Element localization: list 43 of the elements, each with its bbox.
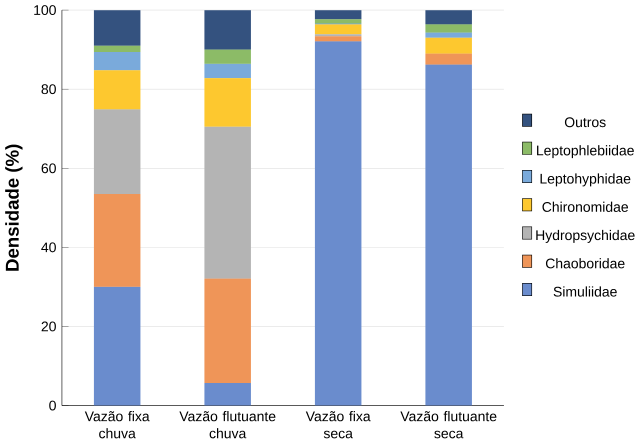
bar: [204, 50, 251, 64]
y-tick-label: 0: [49, 400, 56, 411]
bar: [94, 10, 140, 46]
legend-label: Chaoboridae: [546, 258, 625, 269]
y-tick-label: 40: [41, 242, 56, 253]
bar: [94, 52, 140, 70]
bar: [204, 64, 251, 78]
bar: [94, 46, 140, 52]
legend-label: Outros: [564, 118, 606, 128]
bar: [204, 383, 251, 406]
bar: [314, 42, 362, 406]
bar: [425, 10, 472, 25]
bar: [204, 10, 251, 50]
legend-label: Hydropsychidae: [536, 230, 635, 244]
bar: [314, 24, 362, 34]
bar: [204, 278, 251, 384]
legend-label: Leptohyphidae: [540, 174, 630, 187]
y-axis-title: Densidade (%): [5, 144, 23, 271]
bar: [314, 10, 362, 20]
bar: [425, 32, 472, 38]
bar: [314, 19, 362, 24]
y-tick-label: 100: [34, 5, 56, 16]
x-tick-label: Vazão fixa seca: [306, 411, 371, 439]
bar: [425, 38, 472, 54]
bar: [94, 194, 140, 288]
x-tick-label: Vazão fixa chuva: [84, 411, 150, 439]
bar: [425, 54, 472, 65]
bar: [314, 36, 362, 42]
y-tick-label: 60: [42, 164, 56, 174]
y-tick-label: 20: [42, 322, 56, 332]
bar: [94, 70, 140, 110]
legend-label: Leptophlebiidae: [537, 145, 634, 158]
x-tick-label: Vazão flutuante chuva: [179, 411, 276, 439]
bar: [94, 110, 140, 194]
legend-label: Chironomidae: [542, 202, 628, 212]
bar: [425, 24, 472, 33]
legend-label: Simuliidae: [554, 286, 617, 297]
bar: [204, 126, 251, 279]
bar: [204, 78, 251, 127]
x-tick-label: Vazão flutuante seca: [400, 411, 496, 439]
bar: [425, 64, 472, 406]
y-tick-label: 80: [42, 84, 56, 94]
bar: [94, 287, 140, 406]
